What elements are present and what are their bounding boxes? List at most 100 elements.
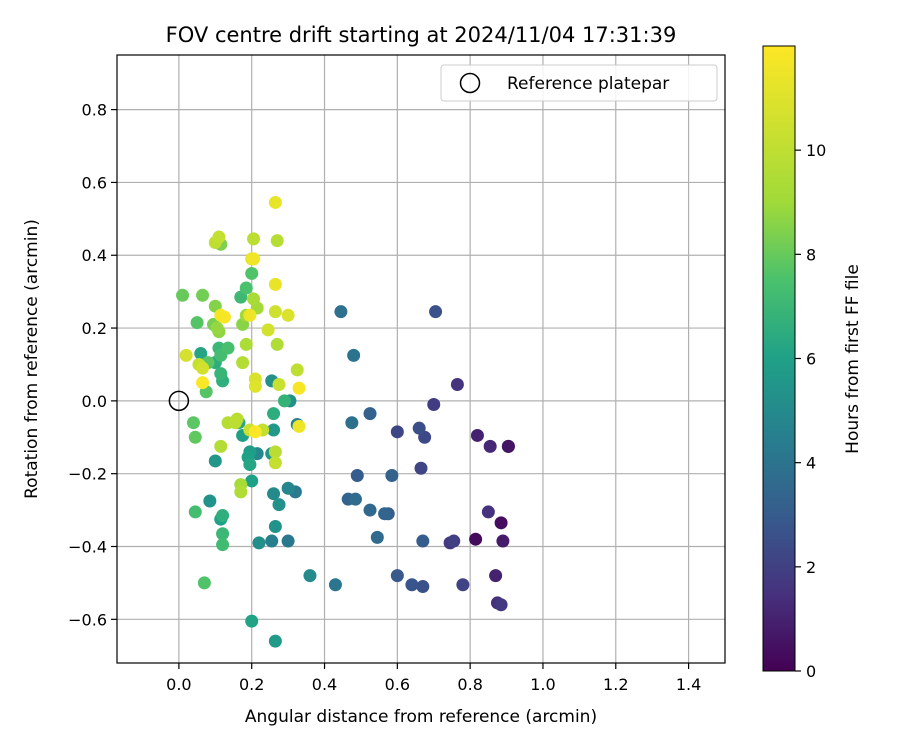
scatter-point	[186, 416, 200, 430]
scatter-point	[481, 505, 495, 519]
scatter-point	[350, 469, 364, 483]
x-tick-label: 1.0	[530, 675, 555, 694]
scatter-point	[239, 337, 253, 351]
scatter-point	[245, 614, 259, 628]
scatter-point	[267, 487, 281, 501]
scatter-point	[456, 578, 470, 592]
y-tick-label: −0.2	[68, 465, 107, 484]
scatter-point	[197, 576, 211, 590]
x-tick-label: 0.6	[385, 675, 410, 694]
y-tick-label: −0.4	[68, 537, 107, 556]
y-tick-label: 0.8	[82, 101, 107, 120]
scatter-point	[247, 292, 261, 306]
x-tick-label: 1.4	[676, 675, 701, 694]
y-axis-ticks: −0.6 −0.4 −0.2 0.0 0.2 0.4 0.6 0.8	[68, 101, 117, 629]
scatter-point	[268, 305, 282, 319]
scatter-point	[268, 195, 282, 209]
scatter-point	[405, 578, 419, 592]
colorbar-tick-label: 0	[806, 662, 816, 681]
scatter-point	[267, 423, 281, 437]
scatter-point	[277, 394, 291, 408]
y-tick-label: 0.4	[82, 246, 107, 265]
legend-reference-marker	[459, 72, 481, 94]
y-tick-label: −0.6	[68, 610, 107, 629]
scatter-point	[427, 398, 441, 412]
scatter-point	[216, 509, 230, 523]
scatter-point	[281, 534, 295, 548]
scatter-point	[179, 348, 193, 362]
y-axis-label: Rotation from reference (arcmin)	[22, 219, 42, 499]
scatter-point	[303, 569, 317, 583]
scatter-point	[290, 363, 304, 377]
scatter-point	[429, 305, 443, 319]
scatter-point	[247, 252, 261, 266]
x-tick-label: 0.2	[239, 675, 264, 694]
scatter-point	[416, 534, 430, 548]
scatter-point	[450, 377, 464, 391]
scatter-point	[236, 356, 250, 370]
scatter-point	[214, 367, 228, 381]
scatter-points	[176, 195, 515, 648]
scatter-point	[363, 503, 377, 517]
y-tick-label: 0.6	[82, 173, 107, 192]
scatter-point	[243, 308, 257, 322]
scatter-point	[272, 377, 286, 391]
scatter-point	[196, 361, 210, 375]
scatter-point	[265, 534, 279, 548]
scatter-point	[190, 316, 204, 330]
scatter-point	[292, 419, 306, 433]
legend-box	[440, 64, 718, 102]
scatter-point	[378, 507, 392, 521]
colorbar: 0 2 4 6 8 10 Hours from first FF file	[762, 45, 863, 681]
scatter-point	[470, 428, 484, 442]
colorbar-tick-label: 4	[806, 454, 816, 473]
scatter-point	[489, 569, 503, 583]
scatter-point	[212, 230, 226, 244]
scatter-point	[390, 569, 404, 583]
scatter-point	[216, 538, 230, 552]
scatter-point	[194, 347, 208, 361]
x-axis-label: Angular distance from reference (arcmin)	[245, 707, 597, 727]
colorbar-tick-label: 2	[806, 558, 816, 577]
scatter-point	[268, 456, 282, 470]
scatter-point	[334, 305, 348, 319]
scatter-point	[228, 416, 242, 430]
scatter-point	[234, 485, 248, 499]
scatter-point	[494, 516, 508, 530]
scatter-point	[245, 266, 259, 280]
x-tick-label: 0.8	[457, 675, 482, 694]
scatter-point	[496, 534, 510, 548]
x-tick-label: 0.4	[312, 675, 337, 694]
colorbar-tick-label: 10	[806, 141, 826, 160]
scatter-point	[188, 505, 202, 519]
scatter-point	[494, 598, 508, 612]
scatter-point	[268, 277, 282, 291]
scatter-point	[501, 439, 515, 453]
scatter-point	[416, 580, 430, 594]
x-tick-label: 1.2	[603, 675, 628, 694]
scatter-point	[385, 469, 399, 483]
scatter-point	[347, 348, 361, 362]
reference-platepar-marker	[168, 390, 190, 412]
x-axis-ticks: 0.0 0.2 0.4 0.6 0.8 1.0 1.2 1.4	[166, 663, 701, 694]
scatter-point	[390, 425, 404, 439]
colorbar-label: Hours from first FF file	[843, 264, 863, 454]
scatter-point	[188, 430, 202, 444]
scatter-point	[268, 445, 282, 459]
chart-title: FOV centre drift starting at 2024/11/04 …	[166, 23, 677, 47]
scatter-point	[176, 288, 190, 302]
colorbar-ticks: 0 2 4 6 8 10	[795, 141, 826, 681]
scatter-point	[248, 425, 262, 439]
plot-frame	[116, 54, 726, 664]
scatter-point	[270, 337, 284, 351]
scatter-point	[261, 323, 275, 337]
scatter-point	[196, 376, 210, 390]
legend-entry-label: Reference platepar	[507, 74, 669, 94]
scatter-point	[268, 519, 282, 533]
scatter-point	[210, 321, 224, 335]
scatter-point	[247, 232, 261, 246]
scatter-point	[221, 341, 235, 355]
scatter-point	[292, 381, 306, 395]
legend: Reference platepar	[440, 64, 718, 102]
